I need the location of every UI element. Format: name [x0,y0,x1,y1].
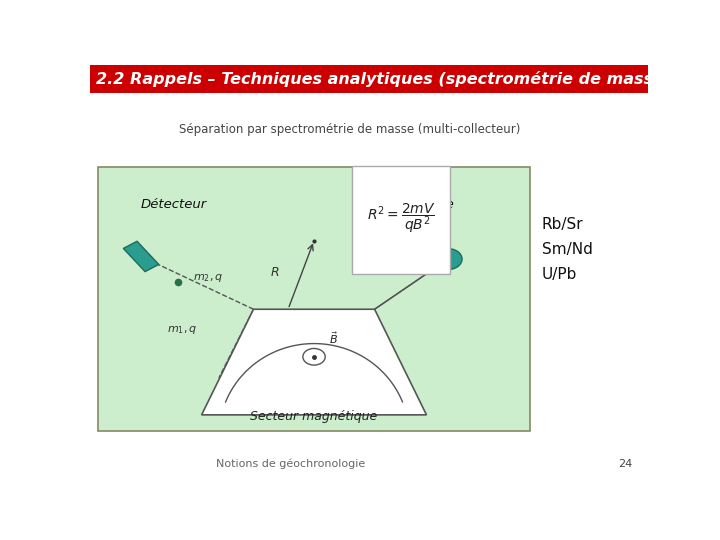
Text: Notions de géochronologie: Notions de géochronologie [216,458,366,469]
Text: Détecteur: Détecteur [141,199,207,212]
FancyBboxPatch shape [90,65,648,93]
FancyBboxPatch shape [98,167,530,431]
Circle shape [434,249,462,269]
Text: Sm/Nd: Sm/Nd [542,242,593,258]
Text: $m_2,q$: $m_2,q$ [193,272,223,284]
Text: Séparation par spectrométrie de masse (multi-collecteur): Séparation par spectrométrie de masse (m… [179,123,521,136]
Text: $R^2 = \dfrac{2mV}{qB^2}$: $R^2 = \dfrac{2mV}{qB^2}$ [367,201,436,235]
Circle shape [303,348,325,365]
Polygon shape [123,241,159,272]
Text: Source: Source [409,199,455,212]
Text: R: R [271,266,279,279]
Polygon shape [202,309,426,415]
Text: Secteur magnétique: Secteur magnétique [251,410,378,423]
Text: $m_1,q$: $m_1,q$ [167,325,197,336]
Text: 2.2 Rappels – Techniques analytiques (spectrométrie de masse): 2.2 Rappels – Techniques analytiques (sp… [96,71,671,87]
Text: Rb/Sr: Rb/Sr [542,218,584,232]
Text: $\vec{B}$: $\vec{B}$ [329,330,338,346]
FancyBboxPatch shape [352,166,450,274]
Text: U/Pb: U/Pb [542,267,577,282]
Text: 24: 24 [618,459,632,469]
